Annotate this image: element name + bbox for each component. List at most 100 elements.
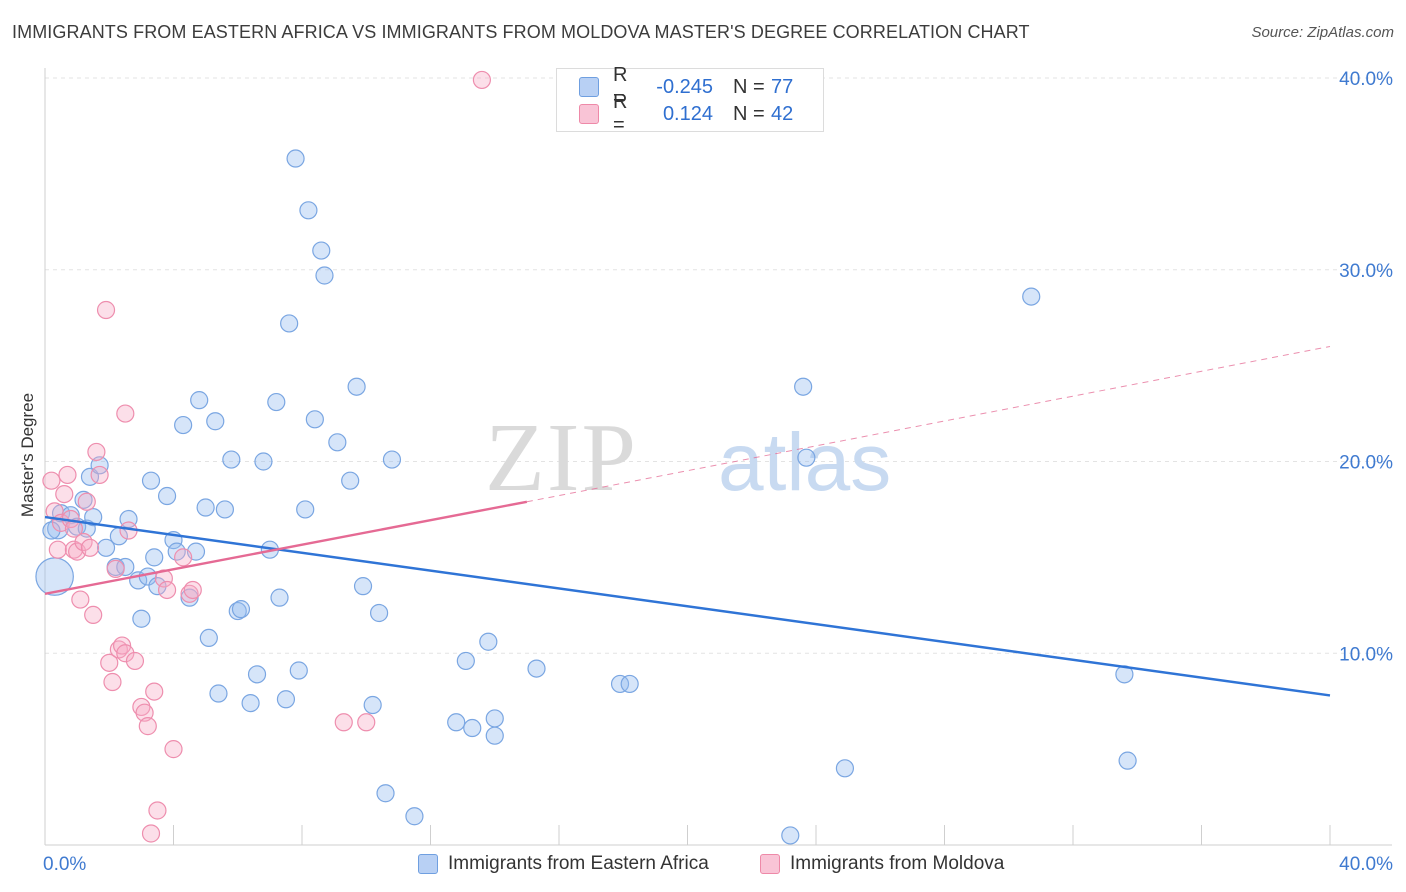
source-label: Source: ZipAtlas.com <box>1251 24 1394 41</box>
point-eastern-africa <box>1118 751 1137 770</box>
point-moldova <box>55 484 74 504</box>
point-moldova <box>138 717 157 736</box>
point-eastern-africa <box>215 500 234 519</box>
point-moldova <box>96 300 116 320</box>
point-moldova <box>103 672 122 692</box>
legend-n-label: N = <box>733 102 765 125</box>
point-moldova <box>45 502 64 521</box>
point-eastern-africa <box>84 508 103 527</box>
watermark-zip: ZIP <box>485 404 638 512</box>
point-eastern-africa <box>209 684 228 703</box>
point-eastern-africa <box>222 450 241 469</box>
point-eastern-africa <box>96 538 116 557</box>
point-moldova <box>48 540 67 559</box>
point-moldova <box>148 801 167 820</box>
stats-legend: R = -0.245 N = 77 R = 0.124 N = 42 <box>556 64 824 136</box>
point-eastern-africa <box>241 694 260 713</box>
point-moldova <box>116 404 135 423</box>
point-moldova <box>141 824 161 843</box>
point-eastern-africa <box>267 392 286 412</box>
legend-row-moldova: R = 0.124 N = 42 <box>579 91 794 136</box>
gridlines <box>45 77 1392 654</box>
point-eastern-africa <box>485 726 504 745</box>
point-eastern-africa <box>312 241 331 260</box>
legend-swatch-blue <box>579 77 599 97</box>
point-eastern-africa <box>305 410 324 429</box>
point-eastern-africa <box>174 415 193 435</box>
point-eastern-africa <box>42 521 61 540</box>
point-eastern-africa <box>610 674 630 694</box>
point-moldova <box>106 559 125 578</box>
point-moldova <box>357 713 376 732</box>
point-eastern-africa <box>247 665 267 684</box>
legend-swatch-pink <box>579 104 599 124</box>
legend-r-label: R = <box>613 91 628 136</box>
y-axis-label: Master's Degree <box>18 392 37 518</box>
point-eastern-africa <box>289 661 308 680</box>
data-points <box>35 70 1137 845</box>
legend-row-eastern-africa: R = -0.245 N = 77 <box>579 64 794 109</box>
point-eastern-africa <box>132 609 151 628</box>
point-eastern-africa <box>299 201 318 220</box>
point-moldova <box>71 590 90 609</box>
axes <box>44 68 1392 846</box>
legend-r-value: -0.245 <box>656 75 713 98</box>
point-moldova <box>42 471 61 490</box>
point-eastern-africa <box>835 759 855 778</box>
chart-title: IMMIGRANTS FROM EASTERN AFRICA VS IMMIGR… <box>12 22 1030 42</box>
point-eastern-africa <box>456 651 475 671</box>
x-tick-label: 40.0% <box>1339 854 1393 875</box>
point-moldova <box>132 697 151 717</box>
point-moldova <box>174 548 193 567</box>
point-eastern-africa <box>141 471 161 490</box>
legend-n-value: 42 <box>771 102 794 125</box>
point-eastern-africa <box>485 709 504 728</box>
point-moldova <box>472 70 491 90</box>
point-eastern-africa <box>196 498 215 517</box>
point-moldova <box>77 492 96 511</box>
point-eastern-africa <box>315 266 334 285</box>
point-eastern-africa <box>341 471 360 490</box>
series-swatch-pink <box>760 854 780 874</box>
legend-n-label: N = <box>733 75 765 98</box>
y-tick-label: 10.0% <box>1339 644 1393 665</box>
trendline-eastern-africa <box>44 515 1331 697</box>
point-eastern-africa <box>145 548 164 567</box>
tick-labels: 10.0% 20.0% 30.0% 40.0% 0.0% 40.0% <box>43 69 1393 875</box>
trendline-moldova-extrapolated <box>526 345 1331 503</box>
series-label-eastern-africa: Immigrants from Eastern Africa <box>448 853 709 874</box>
y-tick-label: 40.0% <box>1339 69 1393 90</box>
point-moldova <box>58 465 77 485</box>
point-moldova <box>183 580 202 600</box>
legend-r-value: 0.124 <box>662 102 713 125</box>
point-eastern-africa <box>447 713 466 732</box>
point-eastern-africa <box>405 807 424 826</box>
point-eastern-africa <box>280 314 299 333</box>
point-moldova <box>164 740 183 759</box>
point-eastern-africa <box>286 149 305 168</box>
y-tick-label: 30.0% <box>1339 261 1393 282</box>
point-eastern-africa <box>270 588 289 607</box>
trendline-moldova <box>44 500 528 595</box>
point-moldova <box>84 605 103 625</box>
point-moldova <box>100 653 119 672</box>
point-eastern-africa <box>370 603 389 623</box>
point-moldova <box>80 538 100 557</box>
trendlines <box>44 345 1331 697</box>
point-eastern-africa <box>382 450 402 469</box>
point-eastern-africa <box>479 632 498 651</box>
zipatlas-watermark: ZIP atlas <box>485 404 891 512</box>
series-label-moldova: Immigrants from Moldova <box>790 853 1005 874</box>
point-moldova <box>334 713 353 732</box>
series-legend-moldova: Immigrants from Moldova <box>760 852 1004 876</box>
series-legend-eastern-africa: Immigrants from Eastern Africa <box>418 852 709 876</box>
point-eastern-africa <box>620 674 639 694</box>
legend-n-value: 77 <box>771 75 794 98</box>
point-moldova <box>64 540 84 559</box>
point-eastern-africa <box>781 826 800 845</box>
point-eastern-africa <box>90 456 109 475</box>
point-eastern-africa <box>231 600 251 619</box>
point-eastern-africa <box>296 500 315 519</box>
point-eastern-africa <box>1022 287 1041 306</box>
